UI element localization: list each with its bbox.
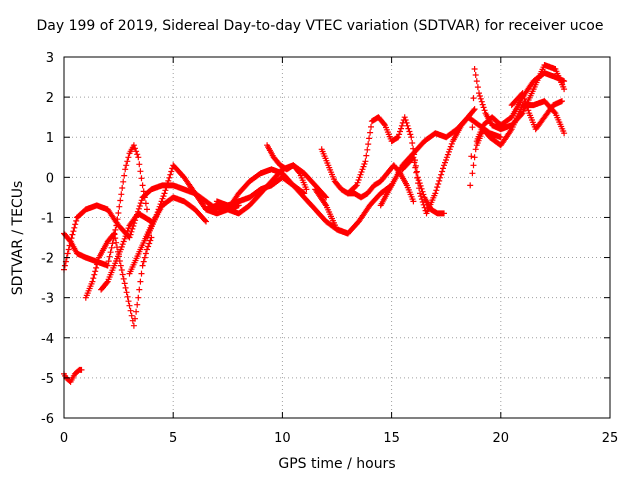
x-tick-label: 10 (274, 431, 291, 446)
y-tick-label: 3 (46, 51, 54, 66)
x-tick-label: 0 (60, 431, 68, 446)
y-tick-label: 1 (46, 131, 54, 146)
y-tick-label: 0 (46, 171, 54, 186)
y-tick-label: -1 (41, 211, 54, 226)
series-sat-a (61, 142, 150, 269)
data-markers (469, 70, 568, 177)
series-sat-g (61, 366, 85, 385)
series-sat-i (213, 174, 308, 209)
data-markers (344, 114, 447, 217)
series-sat-c (82, 230, 155, 329)
x-tick-label: 25 (602, 431, 619, 446)
data-markers (126, 194, 209, 277)
data-markers (399, 106, 478, 217)
series-sat-n (344, 114, 447, 217)
series-sat-t (508, 90, 565, 133)
series-sat-e (144, 162, 242, 241)
y-tick-label: -2 (41, 252, 54, 267)
series-sat-p (399, 106, 478, 217)
series-sat-s (469, 70, 568, 177)
y-tick-label: 2 (46, 91, 54, 106)
data-markers (144, 162, 242, 241)
axis-ticks: 0 5 10 15 20 25 -6 -5 -4 -3 -2 -1 0 1 2 3 (41, 51, 618, 446)
data-markers (508, 90, 565, 133)
y-tick-label: -4 (41, 332, 54, 347)
y-tick-label: -3 (41, 292, 54, 307)
series-sat-k (264, 142, 310, 193)
series-sat-f (126, 194, 209, 277)
data-markers (264, 142, 310, 193)
data-markers (213, 174, 308, 209)
data-series (61, 62, 568, 385)
data-markers (318, 146, 417, 205)
data-markers (312, 182, 395, 237)
y-tick-label: -6 (41, 412, 54, 427)
data-markers (61, 142, 150, 269)
data-markers (61, 366, 85, 385)
data-markers (82, 230, 155, 329)
x-tick-label: 15 (383, 431, 400, 446)
series-sat-l (312, 182, 395, 237)
grid-lines (64, 57, 610, 418)
series-sat-d (98, 210, 155, 293)
data-markers (98, 210, 155, 293)
plot-frame (63, 56, 611, 419)
x-tick-label: 5 (169, 431, 177, 446)
chart-title: Day 199 of 2019, Sidereal Day-to-day VTE… (36, 18, 604, 34)
x-axis-label: GPS time / hours (278, 456, 396, 472)
x-tick-label: 20 (493, 431, 510, 446)
series-sat-m (318, 146, 417, 205)
y-tick-label: -5 (41, 372, 54, 387)
